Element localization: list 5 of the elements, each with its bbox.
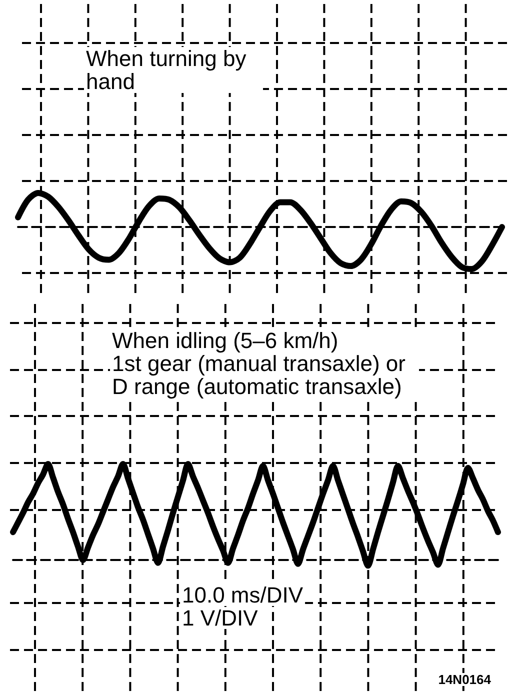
chart-title: When turning by hand <box>86 46 252 94</box>
text: 1 V/DIV <box>182 606 258 630</box>
chart-title: When idling (5–6 km/h) <box>112 328 338 353</box>
text: 14N0164 <box>438 672 492 687</box>
text: 10.0 ms/DIV <box>182 582 304 608</box>
